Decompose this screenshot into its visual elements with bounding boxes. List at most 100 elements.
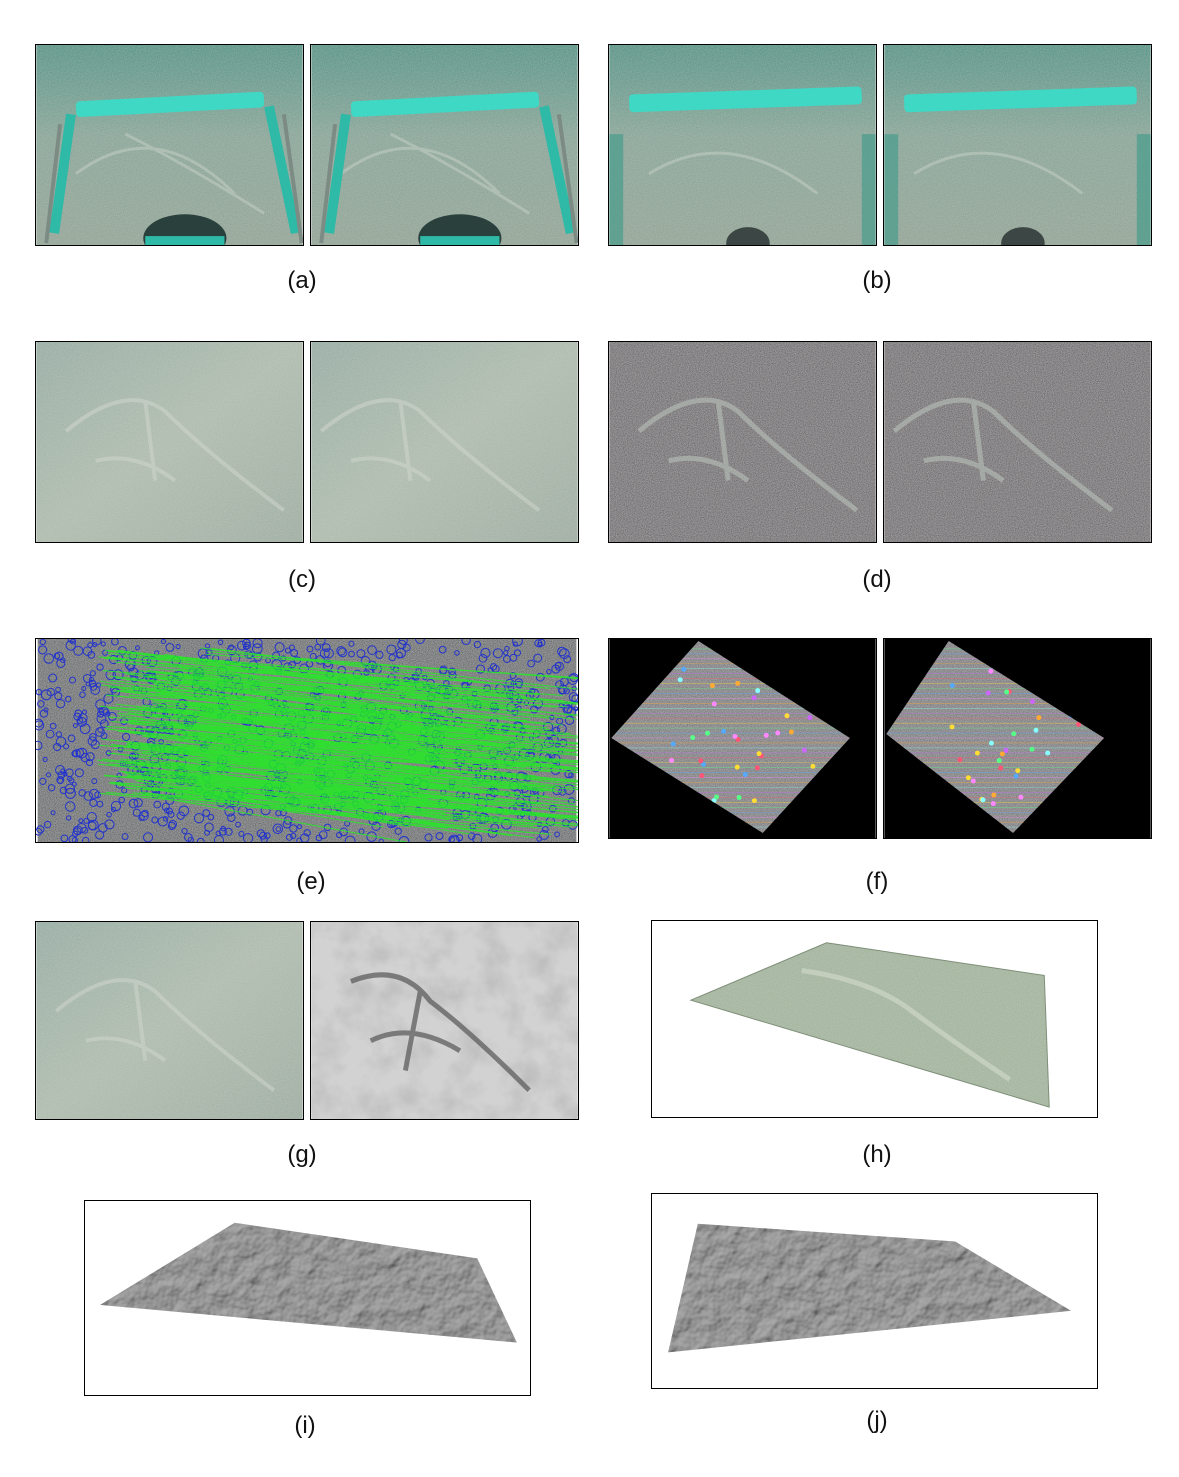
match-line (166, 745, 557, 788)
keypoint-marker (503, 650, 509, 656)
keypoint-marker (157, 816, 168, 827)
keypoint-marker (153, 800, 162, 809)
keypoint-marker (461, 639, 471, 645)
match-line (99, 680, 429, 731)
keypoint-marker (443, 679, 450, 687)
keypoint-marker (162, 816, 169, 822)
keypoint-marker (549, 804, 557, 813)
keypoint-marker (319, 648, 330, 659)
keypoint-marker (454, 650, 460, 656)
keypoint-marker (72, 749, 81, 758)
keypoint-marker (78, 818, 84, 824)
correspondence-point (734, 764, 740, 770)
keypoint-marker (73, 712, 82, 721)
correspondence-point (1076, 721, 1082, 727)
keypoint-marker (128, 798, 139, 809)
keypoint-marker (86, 811, 97, 823)
panel-f-right-image (883, 638, 1152, 839)
panel-d-left-image (608, 341, 877, 543)
keypoint-marker (546, 669, 552, 675)
keypoint-marker (134, 726, 144, 736)
match-line (152, 682, 476, 733)
cropped-seabed-image (311, 342, 578, 542)
keypoint-marker (378, 838, 384, 842)
correspondence-point (949, 683, 955, 689)
match-line (200, 647, 578, 690)
keypoint-marker (344, 835, 356, 842)
keypoint-marker (236, 640, 247, 651)
correspondence-point (755, 688, 761, 694)
keypoint-marker (537, 641, 543, 648)
caption-b: (b) (862, 267, 892, 294)
match-line (206, 751, 555, 792)
match-line (153, 713, 444, 744)
match-line (126, 663, 534, 692)
keypoint-marker (63, 743, 70, 750)
keypoint-marker (555, 680, 564, 689)
panel-a-right-image (310, 44, 579, 246)
keypoint-marker (49, 722, 57, 730)
keypoint-marker (165, 807, 173, 815)
caption-a: (a) (287, 267, 317, 294)
correspondence-point (709, 683, 715, 689)
keypoint-marker (39, 639, 46, 646)
correspondence-point (980, 797, 986, 803)
keypoint-marker (398, 835, 410, 842)
keypoint-marker (489, 663, 498, 671)
underwater-frame-image (609, 45, 876, 245)
keypoint-marker (336, 831, 343, 839)
keypoint-marker (55, 731, 63, 738)
keypoint-marker (303, 829, 311, 837)
keypoint-marker (284, 647, 291, 654)
keypoint-marker (72, 723, 78, 729)
panel-c-left-image (35, 341, 304, 543)
keypoint-marker (527, 659, 535, 668)
correspondence-point (669, 757, 675, 763)
match-line (126, 652, 446, 686)
keypoint-marker (77, 716, 87, 727)
keypoint-marker (296, 837, 303, 842)
correspondence-point (784, 713, 790, 719)
match-line (129, 707, 550, 737)
correspondence-point (949, 724, 955, 730)
keypoint-marker (181, 827, 188, 835)
correspondence-point (988, 740, 994, 746)
caption-i: (i) (294, 1412, 316, 1439)
keypoint-marker (386, 644, 397, 655)
correspondence-point (985, 690, 991, 696)
panel-h-textured-reconstruction (651, 920, 1098, 1118)
keypoint-marker (187, 836, 194, 842)
keypoint-marker (67, 734, 76, 743)
correspondence-point (788, 729, 794, 735)
keypoint-marker (505, 678, 515, 688)
correspondence-point (677, 677, 683, 683)
rectified-image (884, 639, 1151, 838)
keypoint-marker (348, 640, 355, 647)
keypoint-marker (74, 709, 83, 718)
keypoint-marker (515, 680, 523, 689)
correspondence-point (1033, 727, 1039, 733)
keypoint-marker (37, 700, 45, 708)
keypoint-marker (42, 756, 48, 762)
keypoint-marker (394, 827, 402, 835)
3d-mesh-surface (86, 1201, 529, 1395)
keypoint-marker (91, 778, 98, 785)
keypoint-marker (112, 669, 124, 681)
keypoint-marker (95, 699, 106, 710)
keypoint-marker (549, 714, 555, 721)
panel-g-depth-map (310, 921, 579, 1120)
keypoint-marker (402, 643, 411, 652)
keypoint-marker (121, 787, 128, 794)
keypoint-marker (337, 647, 348, 658)
keypoint-marker (205, 643, 211, 649)
keypoint-marker (554, 661, 564, 671)
keypoint-marker (280, 655, 287, 662)
match-line (157, 678, 547, 726)
keypoint-marker (480, 647, 491, 659)
keypoint-marker (467, 832, 476, 840)
keypoint-marker (513, 649, 521, 657)
keypoint-marker (259, 831, 267, 840)
keypoint-marker (85, 752, 95, 762)
correspondence-point (690, 735, 696, 741)
keypoint-marker (36, 688, 43, 696)
